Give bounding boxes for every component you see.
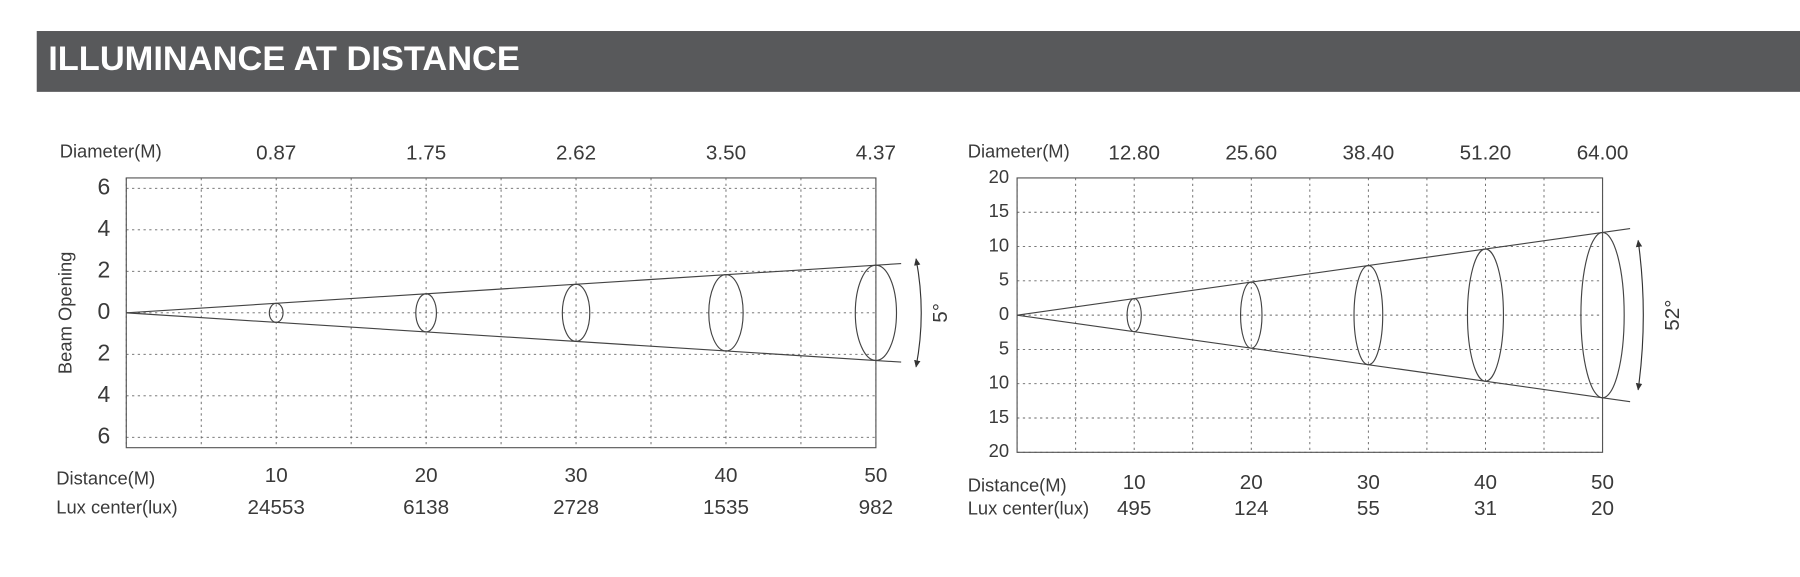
y-tick-label: 15: [989, 200, 1009, 221]
y-tick-label: 0: [97, 298, 110, 324]
axis-frame: [125, 177, 877, 449]
diameter-value: 0.87: [256, 141, 296, 164]
beam-section: [708, 274, 744, 352]
beam-section: [854, 264, 898, 362]
distance-value: 40: [714, 464, 737, 487]
lux-value: 2728: [553, 496, 599, 519]
beam-section: [1126, 298, 1142, 333]
y-tick-label: 4: [97, 381, 110, 407]
y-axis-label: Beam Opening: [54, 252, 75, 374]
diameter-value: 3.50: [706, 141, 746, 164]
distance-value: 50: [864, 464, 887, 487]
y-tick-label: 20: [989, 440, 1009, 461]
y-tick-label: 2: [97, 256, 110, 282]
axis-frame: [1016, 177, 1604, 453]
diameter-label: Diameter(M): [968, 141, 1070, 162]
lux-label: Lux center(lux): [56, 496, 177, 517]
diameter-value: 4.37: [856, 141, 896, 164]
y-tick-label: 20: [989, 166, 1009, 187]
beam-section: [1353, 264, 1384, 366]
beam-edge: [126, 263, 902, 314]
diameter-label: Diameter(M): [60, 141, 162, 162]
diameter-value: 38.40: [1343, 141, 1395, 164]
y-tick-label: 0: [999, 303, 1009, 324]
beam-section: [1466, 248, 1505, 382]
y-tick-label: 2: [97, 339, 110, 365]
y-tick-label: 5: [999, 337, 1009, 358]
diameter-value: 51.20: [1460, 141, 1512, 164]
beam-section: [268, 302, 284, 323]
beam-section: [1580, 231, 1625, 399]
angle-arrow: [1635, 239, 1644, 391]
distance-value: 30: [1357, 471, 1380, 494]
beam-section: [561, 283, 591, 342]
beam-section: [1239, 281, 1263, 349]
distance-value: 40: [1474, 471, 1497, 494]
diameter-value: 12.80: [1108, 141, 1160, 164]
distance-label: Distance(M): [968, 475, 1067, 496]
lux-value: 1535: [703, 496, 749, 519]
y-tick-label: 4: [97, 215, 110, 241]
y-tick-label: 5: [999, 269, 1009, 290]
angle-arrow: [914, 258, 922, 368]
beam-edge: [1017, 314, 1631, 403]
y-tick-label: 10: [989, 372, 1009, 393]
lux-value: 6138: [403, 496, 449, 519]
distance-value: 50: [1591, 471, 1614, 494]
y-tick-label: 10: [989, 234, 1009, 255]
lux-value: 24553: [247, 496, 304, 519]
diameter-value: 25.60: [1225, 141, 1277, 164]
distance-value: 20: [1240, 471, 1263, 494]
beam-edge: [126, 312, 902, 363]
beam-angle: 5°: [929, 303, 952, 323]
y-tick-label: 6: [97, 422, 110, 448]
beam-angle: 52°: [1661, 300, 1684, 331]
y-tick-label: 15: [989, 406, 1009, 427]
y-tick-label: 6: [97, 173, 110, 199]
lux-value: 495: [1117, 497, 1151, 520]
diameter-value: 64.00: [1577, 141, 1629, 164]
beam-section: [415, 293, 438, 333]
lux-value: 55: [1357, 497, 1380, 520]
lux-value: 20: [1591, 497, 1614, 520]
lux-value: 982: [859, 496, 893, 519]
distance-value: 10: [265, 464, 288, 487]
beam-edge: [1017, 228, 1631, 316]
distance-value: 10: [1123, 471, 1146, 494]
distance-value: 20: [415, 464, 438, 487]
diameter-value: 1.75: [406, 141, 446, 164]
lux-value: 31: [1474, 497, 1497, 520]
distance-label: Distance(M): [56, 468, 155, 489]
page-title: ILLUMINANCE AT DISTANCE: [48, 40, 520, 78]
diameter-value: 2.62: [556, 141, 596, 164]
distance-value: 30: [565, 464, 588, 487]
lux-value: 124: [1234, 497, 1268, 520]
lux-label: Lux center(lux): [968, 498, 1089, 519]
header-bar: [36, 31, 1800, 92]
